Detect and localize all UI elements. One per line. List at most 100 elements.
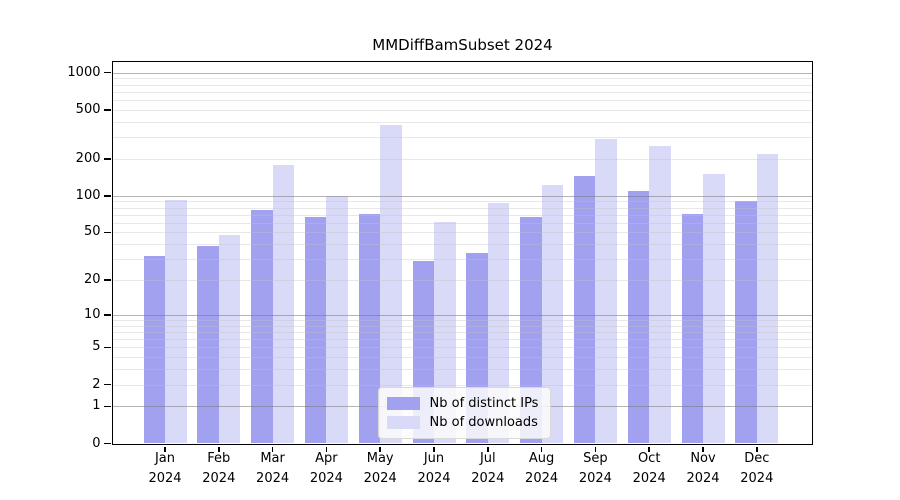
x-tick-label-3: Apr 2024	[309, 450, 343, 486]
y-tick-100	[104, 195, 111, 197]
y-tick-50	[104, 231, 111, 234]
y-tick-label-10: 10	[83, 306, 101, 322]
x-tick-7	[540, 446, 543, 452]
x-tick-label-5: Jun 2024	[417, 450, 451, 486]
minor-gridline-20	[112, 280, 812, 282]
y-tick-20	[104, 279, 111, 281]
bar-nb-of-downloads-apr	[326, 195, 348, 444]
y-tick-label-1: 1	[92, 398, 101, 414]
y-tick-label-20: 20	[83, 272, 101, 288]
bar-nb-of-downloads-jan	[165, 200, 187, 444]
y-tick-1000	[104, 71, 111, 74]
bar-nb-of-distinct-ips-mar	[251, 210, 273, 444]
x-tick-label-10: Nov 2024	[686, 450, 720, 486]
bar-nb-of-distinct-ips-oct	[627, 190, 650, 444]
y-tick-label-50: 50	[83, 224, 101, 240]
minor-gridline-60	[112, 222, 812, 224]
major-gridline-100	[112, 195, 812, 197]
bar-nb-of-downloads-aug	[541, 185, 564, 444]
legend-swatch-distinct-ips	[386, 396, 420, 410]
x-tick-0	[164, 446, 166, 452]
minor-gridline-700	[112, 91, 812, 93]
bar-nb-of-downloads-feb	[218, 234, 241, 444]
bar-nb-of-downloads-dec	[756, 153, 779, 444]
bar-nb-of-distinct-ips-nov	[681, 213, 703, 444]
minor-gridline-6	[112, 339, 812, 341]
x-tick-9	[648, 446, 650, 452]
minor-gridline-5	[112, 347, 812, 349]
y-tick-200	[104, 158, 111, 160]
bar-nb-of-downloads-nov	[703, 174, 725, 444]
bar-nb-of-distinct-ips-may	[358, 213, 381, 444]
y-tick-500	[104, 109, 111, 111]
bar-nb-of-distinct-ips-dec	[735, 201, 757, 444]
x-tick-11	[756, 446, 758, 452]
x-tick-label-1: Feb 2024	[202, 450, 236, 486]
minor-gridline-200	[112, 158, 812, 160]
bar-nb-of-downloads-sep	[595, 139, 617, 444]
y-tick-10	[104, 314, 111, 316]
major-gridline-1000	[112, 72, 812, 74]
y-tick-label-2: 2	[92, 376, 101, 392]
minor-gridline-900	[112, 78, 812, 80]
y-tick-label-5: 5	[92, 339, 101, 355]
legend-row-downloads: Nb of downloads	[386, 413, 539, 432]
minor-gridline-9	[112, 319, 812, 321]
minor-gridline-50	[112, 232, 812, 234]
x-tick-1	[218, 446, 220, 452]
y-tick-label-1000: 1000	[67, 64, 101, 80]
legend-row-distinct-ips: Nb of distinct IPs	[386, 394, 539, 413]
bar-nb-of-downloads-mar	[272, 165, 295, 444]
minor-gridline-7	[112, 331, 812, 333]
minor-gridline-90	[112, 201, 812, 203]
x-tick-10	[702, 446, 704, 452]
minor-gridline-500	[112, 109, 812, 111]
x-tick-label-2: Mar 2024	[256, 450, 290, 486]
bar-nb-of-downloads-oct	[649, 145, 671, 444]
x-tick-2	[271, 446, 274, 452]
plot-area: 0 1 2 5 10 20 50 100 200 500 1000 Jan 2024 Feb 2024 M…	[67, 60, 813, 486]
x-tick-6	[487, 446, 489, 452]
minor-gridline-30	[112, 259, 812, 261]
legend: Nb of distinct IPs Nb of downloads	[377, 386, 552, 439]
x-tick-label-11: Dec 2024	[740, 450, 774, 486]
minor-gridline-2	[112, 384, 812, 386]
minor-gridline-70	[112, 214, 812, 216]
minor-gridline-40	[112, 244, 812, 246]
minor-gridline-3	[112, 369, 812, 371]
legend-label-downloads: Nb of downloads	[429, 414, 538, 430]
y-tick-1	[104, 405, 111, 408]
minor-gridline-4	[112, 357, 812, 359]
y-tick-label-500: 500	[75, 101, 101, 117]
y-tick-label-200: 200	[75, 150, 101, 166]
x-tick-label-0: Jan 2024	[148, 450, 182, 486]
y-tick-2	[104, 383, 111, 386]
legend-label-distinct-ips: Nb of distinct IPs	[429, 395, 539, 411]
bar-nb-of-distinct-ips-jan	[143, 255, 165, 444]
x-tick-8	[594, 446, 597, 452]
bar-nb-of-distinct-ips-apr	[304, 217, 327, 444]
bar-nb-of-downloads-may	[380, 124, 402, 444]
legend-swatch-downloads	[386, 415, 420, 429]
x-tick-label-8: Sep 2024	[578, 450, 612, 486]
x-tick-4	[379, 446, 381, 452]
minor-gridline-600	[112, 100, 812, 102]
minor-gridline-300	[112, 137, 812, 139]
bar-nb-of-downloads-jul	[487, 203, 510, 444]
minor-gridline-400	[112, 121, 812, 123]
major-gridline-10	[112, 314, 812, 316]
x-tick-3	[325, 446, 328, 452]
bar-nb-of-distinct-ips-feb	[197, 245, 219, 444]
y-tick-5	[104, 346, 111, 349]
y-tick-0	[104, 442, 111, 445]
chart-title: MMDiffBamSubset 2024	[372, 36, 553, 54]
x-tick-label-9: Oct 2024	[632, 450, 666, 486]
bar-nb-of-distinct-ips-sep	[573, 176, 596, 444]
x-tick-5	[433, 446, 435, 452]
y-tick-label-100: 100	[75, 187, 101, 203]
x-tick-label-4: May 2024	[363, 450, 397, 486]
x-tick-label-7: Aug 2024	[525, 450, 559, 486]
x-tick-label-6: Jul 2024	[471, 450, 505, 486]
y-tick-label-0: 0	[92, 435, 101, 451]
